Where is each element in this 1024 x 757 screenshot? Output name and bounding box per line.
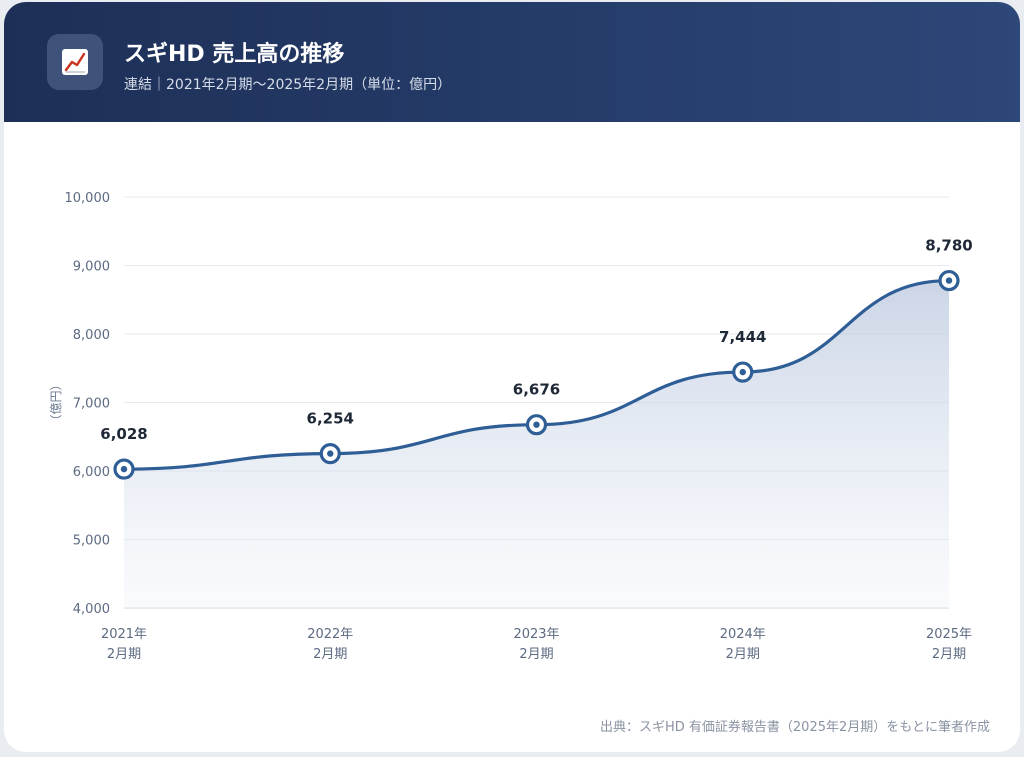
data-point-center xyxy=(533,421,540,428)
chart-up-icon xyxy=(47,34,103,90)
header-banner: スギHD 売上高の推移 連結｜2021年2月期〜2025年2月期（単位：億円） xyxy=(4,2,1020,122)
data-point-center xyxy=(945,277,953,284)
x-tick-label: 2022年 xyxy=(307,627,353,642)
series-line xyxy=(122,278,951,471)
x-tick-label: 2021年 xyxy=(101,627,147,642)
y-tick-label: 6,000 xyxy=(73,465,110,480)
page-subtitle: 連結｜2021年2月期〜2025年2月期（単位：億円） xyxy=(124,77,452,93)
x-tick-label: 2月期 xyxy=(107,647,141,662)
x-tick-label: 2023年 xyxy=(513,627,559,642)
data-label: 8,780 xyxy=(925,237,972,255)
x-tick-label: 2月期 xyxy=(313,647,347,662)
data-point-center xyxy=(327,450,334,457)
source-note: 出典：スギHD 有価証券報告書（2025年2月期）をもとに筆者作成 xyxy=(599,720,990,735)
x-tick-label: 2月期 xyxy=(519,647,553,662)
sales-line-chart: 4,000 5,000 6,000 7,000 8,000 9,000 10,000 （億円）… xyxy=(49,191,973,662)
y-tick-label: 4,000 xyxy=(73,602,110,617)
data-label: 6,028 xyxy=(100,425,147,443)
y-tick-label: 5,000 xyxy=(73,534,110,549)
x-tick-label: 2月期 xyxy=(726,647,760,662)
data-label: 6,254 xyxy=(307,410,354,428)
x-tick-label: 2025年 xyxy=(926,627,972,642)
y-axis-label: （億円） xyxy=(49,378,63,426)
x-tick-label: 2024年 xyxy=(720,627,766,642)
data-point-center xyxy=(120,465,128,473)
y-tick-label: 8,000 xyxy=(73,328,110,343)
data-point-center xyxy=(739,368,746,376)
chart-card: スギHD 売上高の推移 連結｜2021年2月期〜2025年2月期（単位：億円） … xyxy=(4,2,1020,752)
page-title: スギHD 売上高の推移 xyxy=(124,42,345,67)
y-tick-label: 10,000 xyxy=(65,191,111,206)
series-area xyxy=(124,280,949,608)
y-tick-label: 7,000 xyxy=(73,397,110,412)
y-tick-label: 9,000 xyxy=(73,260,110,275)
x-tick-label: 2月期 xyxy=(932,647,966,662)
data-label: 7,444 xyxy=(719,328,766,346)
data-label: 6,676 xyxy=(513,381,560,399)
